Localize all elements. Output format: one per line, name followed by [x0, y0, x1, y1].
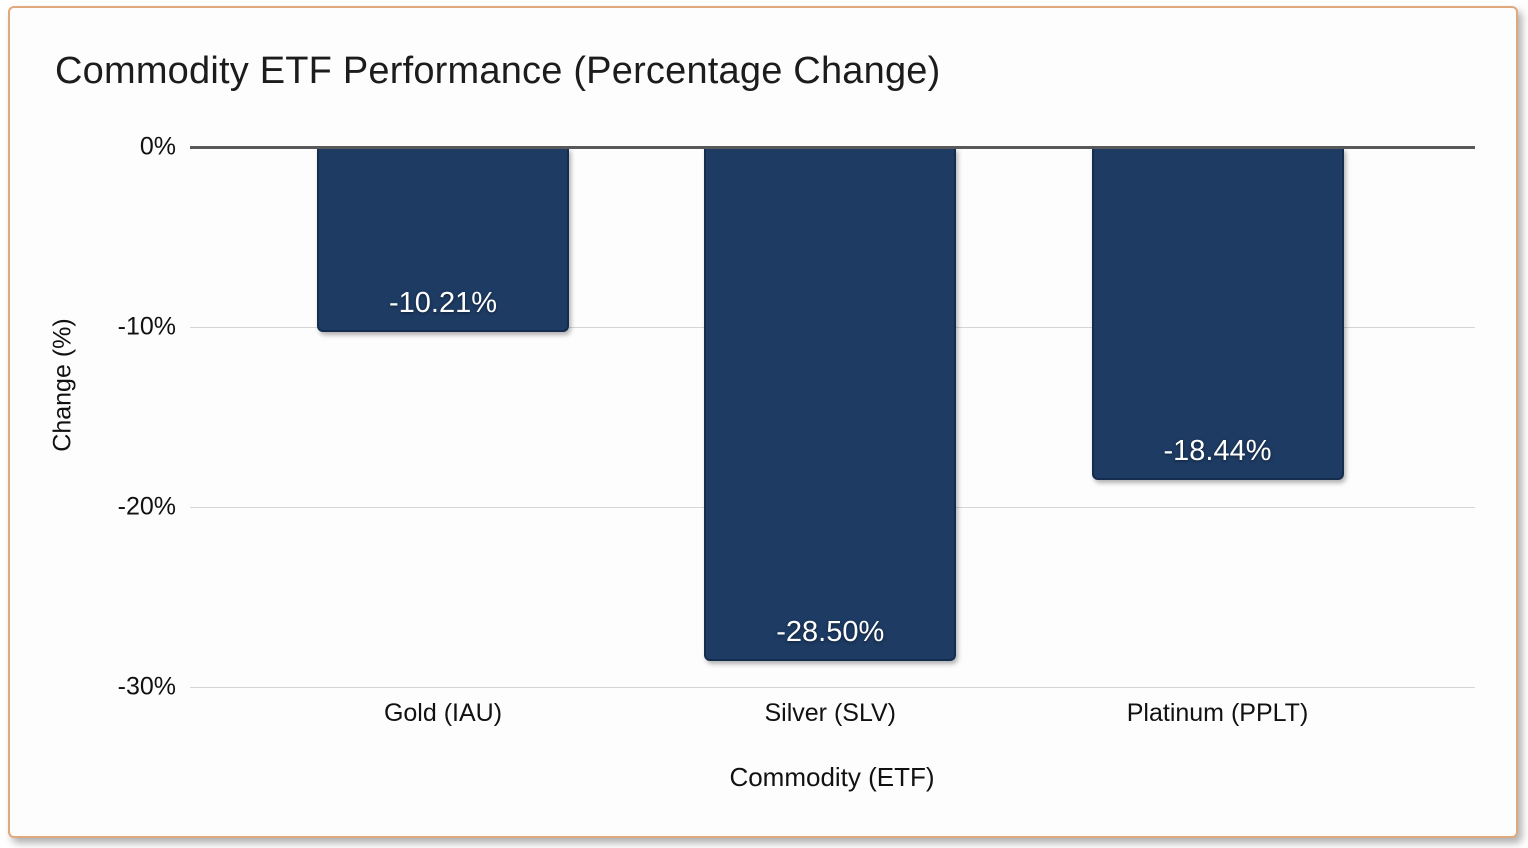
gridline: [190, 687, 1475, 688]
x-tick-label-silver-slv: Silver (SLV): [764, 699, 897, 727]
bar-value-label: -28.50%: [776, 616, 885, 648]
bar-gold-iau: -10.21%: [317, 148, 569, 332]
y-axis-tick-labels: 0% -10% -20% -30%: [10, 133, 176, 701]
x-tick-label-gold-iau: Gold (IAU): [383, 699, 503, 727]
y-tick-label: -30%: [117, 672, 176, 701]
bar-platinum-pplt: -18.44%: [1091, 148, 1344, 480]
y-tick-label: -10%: [117, 312, 176, 341]
y-tick-label: -20%: [117, 492, 176, 521]
x-tick-label-platinum-pplt: Platinum (PPLT): [1126, 699, 1309, 727]
plot-area: -10.21% Gold (IAU) -28.50% Silver (SLV) -18.…: [190, 146, 1475, 727]
bar-value-label: -18.44%: [1163, 434, 1272, 467]
zero-line: [190, 146, 1475, 149]
y-tick-label: 0%: [139, 132, 176, 161]
bar-silver-slv: -28.50%: [704, 148, 957, 661]
bar-value-label: -10.21%: [388, 286, 497, 319]
chart-card: Commodity ETF Performance (Percentage Ch…: [8, 6, 1518, 838]
x-axis-title: Commodity (ETF): [729, 762, 935, 792]
chart-title: Commodity ETF Performance (Percentage Ch…: [55, 50, 941, 92]
